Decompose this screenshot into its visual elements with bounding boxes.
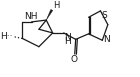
Text: O: O xyxy=(71,55,78,64)
Text: H: H xyxy=(64,37,71,46)
Text: S: S xyxy=(101,11,107,20)
Text: H··: H·· xyxy=(0,32,13,41)
Text: N: N xyxy=(64,33,71,42)
Polygon shape xyxy=(46,9,53,20)
Text: NH: NH xyxy=(24,12,38,21)
Text: H: H xyxy=(53,1,60,10)
Text: N: N xyxy=(103,35,110,44)
